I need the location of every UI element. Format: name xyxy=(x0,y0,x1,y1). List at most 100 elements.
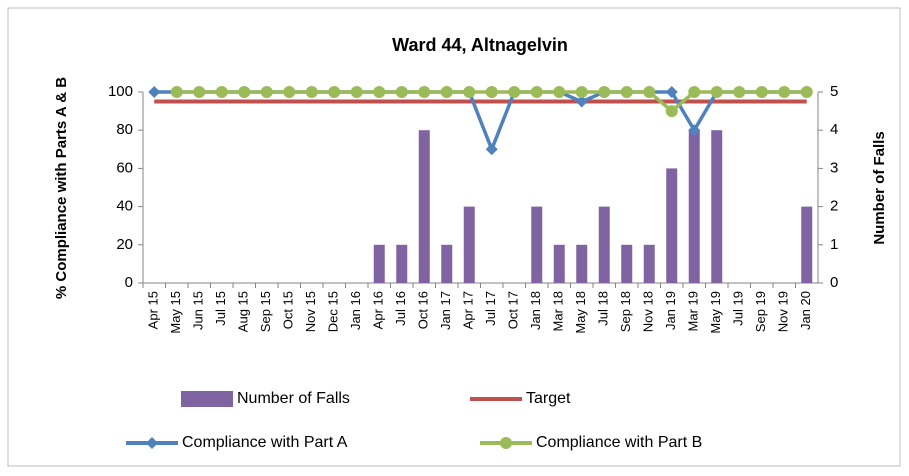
point xyxy=(395,86,408,98)
x-tick-label: Aug 15 xyxy=(236,291,251,332)
bar xyxy=(418,130,430,283)
bar xyxy=(441,244,453,283)
x-tick-label: Oct 17 xyxy=(506,291,521,329)
bar xyxy=(598,206,610,283)
point xyxy=(800,86,813,98)
x-tick-label: Oct 15 xyxy=(281,291,296,329)
y-tick-label: 80 xyxy=(116,121,133,138)
point xyxy=(733,86,746,98)
point xyxy=(215,86,228,98)
y2-tick-label: 2 xyxy=(830,198,838,215)
x-tick-label: Jul 15 xyxy=(213,291,228,326)
y2-tick-label: 5 xyxy=(830,83,838,100)
point xyxy=(485,86,498,98)
x-tick-label: Sep 15 xyxy=(258,291,273,332)
y-axis-title: % Compliance with Parts A & B xyxy=(53,77,70,299)
x-tick-label: Apr 15 xyxy=(146,291,161,329)
x-tick-label: Jan 20 xyxy=(798,291,813,330)
point xyxy=(665,105,678,118)
y2-tick-label: 1 xyxy=(830,236,838,253)
legend-marker xyxy=(500,437,512,449)
x-tick-label: Mar 19 xyxy=(686,291,701,331)
y2-tick-label: 0 xyxy=(830,274,838,291)
point xyxy=(665,86,678,98)
y-tick-label: 40 xyxy=(116,198,133,215)
x-tick-label: Nov 19 xyxy=(776,291,791,332)
point xyxy=(260,86,273,98)
x-tick-label: Jul 19 xyxy=(731,291,746,326)
point xyxy=(238,86,251,98)
y2-tick-label: 3 xyxy=(830,159,838,176)
point xyxy=(170,86,183,98)
x-tick-label: Jan 16 xyxy=(348,291,363,330)
x-tick-label: Apr 17 xyxy=(461,291,476,329)
x-tick-label: Sep 19 xyxy=(753,291,768,332)
x-tick-label: May 18 xyxy=(573,291,588,334)
x-tick-label: Mar 18 xyxy=(551,291,566,331)
point xyxy=(710,86,723,98)
bar xyxy=(576,244,588,283)
point xyxy=(328,86,341,98)
chart-frame xyxy=(7,7,901,467)
x-tick-label: Jun 15 xyxy=(191,291,206,330)
x-tick-label: May 19 xyxy=(708,291,723,334)
legend-label: Number of Falls xyxy=(237,390,350,407)
y2-tick-label: 4 xyxy=(830,121,838,138)
point xyxy=(755,86,768,98)
point xyxy=(373,86,386,98)
point xyxy=(463,86,476,98)
point xyxy=(530,86,543,98)
point xyxy=(193,86,206,98)
bar xyxy=(801,206,813,283)
x-tick-label: Jul 17 xyxy=(483,291,498,326)
point xyxy=(508,86,521,98)
point xyxy=(575,86,588,98)
legend-swatch xyxy=(181,391,233,407)
legend-marker xyxy=(146,437,158,449)
x-tick-label: Jan 18 xyxy=(528,291,543,330)
y-tick-label: 60 xyxy=(116,159,133,176)
legend-label: Target xyxy=(526,390,571,407)
x-tick-label: Jul 18 xyxy=(596,291,611,326)
x-tick-label: Nov 18 xyxy=(641,291,656,332)
bar xyxy=(643,244,655,283)
bar xyxy=(621,244,633,283)
point xyxy=(575,95,588,108)
point xyxy=(350,86,363,98)
point xyxy=(598,86,611,98)
x-tick-label: Sep 18 xyxy=(618,291,633,332)
x-tick-label: Jan 19 xyxy=(663,291,678,330)
y-tick-label: 100 xyxy=(108,83,133,100)
point xyxy=(148,86,161,98)
bar xyxy=(666,168,678,283)
bar xyxy=(373,244,385,283)
point xyxy=(283,86,296,98)
point xyxy=(778,86,791,98)
point xyxy=(418,86,431,98)
x-tick-label: Nov 15 xyxy=(303,291,318,332)
bar xyxy=(553,244,565,283)
point xyxy=(643,86,656,98)
point xyxy=(485,143,498,156)
x-tick-label: Jul 16 xyxy=(393,291,408,326)
legend-label: Compliance with Part B xyxy=(536,434,702,451)
bar xyxy=(711,130,723,283)
bar xyxy=(396,244,408,283)
chart-title: Ward 44, Altnagelvin xyxy=(392,35,568,55)
x-tick-label: Dec 15 xyxy=(326,291,341,332)
x-tick-label: Oct 16 xyxy=(416,291,431,329)
point xyxy=(620,86,633,98)
bar xyxy=(531,206,543,283)
bar xyxy=(688,130,700,283)
x-tick-label: May 15 xyxy=(168,291,183,334)
legend-label: Compliance with Part A xyxy=(182,434,348,451)
point xyxy=(440,86,453,98)
point xyxy=(688,124,701,137)
bar xyxy=(463,206,475,283)
point xyxy=(305,86,318,98)
y2-axis-title: Number of Falls xyxy=(871,131,888,244)
y-tick-label: 0 xyxy=(125,274,133,291)
point xyxy=(688,86,701,98)
x-tick-label: Jan 17 xyxy=(438,291,453,330)
